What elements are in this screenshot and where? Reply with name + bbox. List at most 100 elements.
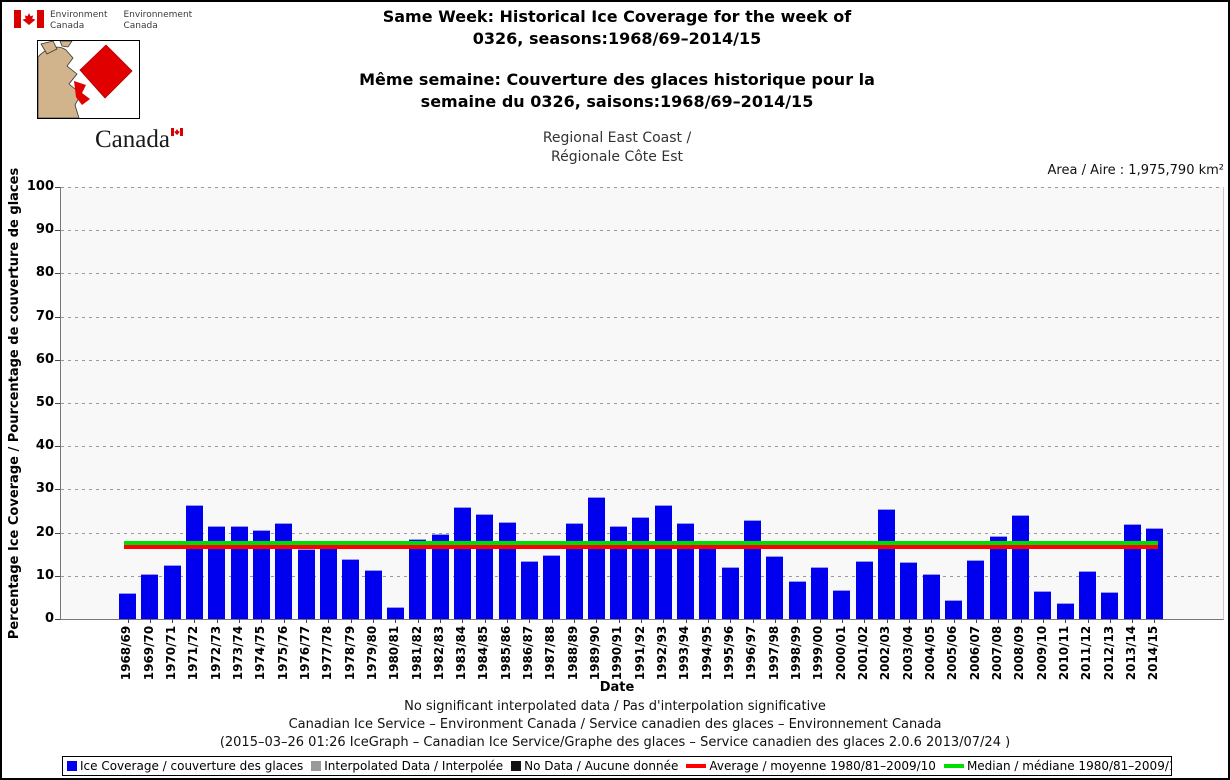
legend-square-swatch <box>311 761 322 771</box>
legend-item-2: No Data / Aucune donnée <box>511 759 678 773</box>
x-tick-mark <box>1132 619 1134 623</box>
x-tick-label-1973-74: 1973/74 <box>231 625 246 681</box>
title-block: Same Week: Historical Ice Coverage for t… <box>302 6 932 167</box>
bar-1998-99 <box>788 581 806 619</box>
x-tick-label-1987-88: 1987/88 <box>543 625 558 681</box>
x-tick-mark <box>149 619 151 623</box>
y-tick-label-80: 80 <box>35 265 54 281</box>
legend-item-1: Interpolated Data / Interpolée <box>311 759 503 773</box>
x-tick-mark <box>395 619 397 623</box>
x-tick-label-1999-00: 1999/00 <box>811 625 826 681</box>
x-tick-mark <box>1065 619 1067 623</box>
x-tick-label-1975-76: 1975/76 <box>275 625 290 681</box>
x-tick-label-1993-94: 1993/94 <box>677 625 692 681</box>
bar-1969-70 <box>141 573 159 619</box>
region-line-en: Regional East Coast / <box>542 130 692 146</box>
legend-label: Median / médiane 1980/81–2009/10 <box>966 759 1172 773</box>
generated-line: (2015–03–26 01:26 IceGraph – Canadian Ic… <box>219 735 1011 750</box>
legend-item-4: Median / médiane 1980/81–2009/10 <box>943 759 1172 773</box>
x-tick-label-1970-71: 1970/71 <box>164 625 179 681</box>
bar-2011-12 <box>1079 571 1097 619</box>
x-tick-label-2001-02: 2001/02 <box>856 625 871 681</box>
legend-line-swatch <box>686 764 707 768</box>
legend-item-3: Average / moyenne 1980/81–2009/10 <box>686 759 936 773</box>
legend-item-0: Ice Coverage / couverture des glaces <box>67 759 303 773</box>
x-tick-label-2007-08: 2007/08 <box>990 625 1005 681</box>
bar-1972-73 <box>208 525 226 619</box>
y-tick-mark <box>55 575 60 577</box>
x-tick-label-1981-82: 1981/82 <box>409 625 424 681</box>
y-tick-label-60: 60 <box>35 351 54 367</box>
bar-1987-88 <box>543 554 561 619</box>
dept-name-fr: Environnement Canada <box>123 10 193 31</box>
bar-1970-71 <box>163 565 181 619</box>
x-tick-label-1997-98: 1997/98 <box>766 625 781 681</box>
bar-1996-97 <box>744 519 762 619</box>
bar-1994-95 <box>699 545 717 619</box>
average-line <box>123 545 1159 550</box>
x-tick-mark <box>1154 619 1156 623</box>
bar-1979-80 <box>364 570 382 619</box>
y-tick-mark <box>55 446 60 448</box>
x-tick-mark <box>730 619 732 623</box>
x-tick-mark <box>774 619 776 623</box>
bar-1973-74 <box>230 525 248 619</box>
x-tick-mark <box>953 619 955 623</box>
bar-1982-83 <box>431 533 449 619</box>
x-tick-mark <box>685 619 687 623</box>
bar-1978-79 <box>342 559 360 619</box>
y-tick-label-100: 100 <box>26 179 54 194</box>
x-tick-label-2003-04: 2003/04 <box>900 625 915 681</box>
bar-1974-75 <box>252 529 270 619</box>
bar-2006-07 <box>967 559 985 619</box>
canada-wordmark-text: Canada <box>95 126 170 153</box>
x-tick-label-2004-05: 2004/05 <box>923 625 938 681</box>
source-line: Canadian Ice Service – Environment Canad… <box>288 717 942 732</box>
y-tick-mark <box>55 273 60 275</box>
x-tick-label-2012-13: 2012/13 <box>1101 625 1116 681</box>
x-tick-label-1976-77: 1976/77 <box>298 625 313 681</box>
canada-flag-icon <box>14 10 44 28</box>
bar-2005-06 <box>945 599 963 619</box>
bar-2013-14 <box>1123 524 1141 619</box>
bar-1991-92 <box>632 516 650 619</box>
x-tick-mark <box>596 619 598 623</box>
x-tick-label-1994-95: 1994/95 <box>699 625 714 681</box>
y-tick-mark <box>55 489 60 491</box>
x-tick-mark <box>886 619 888 623</box>
x-tick-mark <box>1020 619 1022 623</box>
bar-1968-69 <box>119 592 136 619</box>
x-tick-mark <box>373 619 375 623</box>
gridline-40 <box>61 446 1223 448</box>
x-tick-mark <box>618 619 620 623</box>
x-tick-label-2000-01: 2000/01 <box>833 625 848 681</box>
plot-area <box>60 187 1224 623</box>
region-subtitle: Regional East Coast / Régionale Côte Est <box>302 129 932 167</box>
x-tick-mark <box>239 619 241 623</box>
gridline-90 <box>61 230 1223 232</box>
x-tick-label-1982-83: 1982/83 <box>432 625 447 681</box>
x-tick-label-1990-91: 1990/91 <box>610 625 625 681</box>
y-tick-mark <box>55 532 60 534</box>
bar-1975-76 <box>275 523 293 619</box>
y-tick-mark <box>55 187 60 188</box>
x-tick-mark <box>194 619 196 623</box>
median-line <box>123 540 1159 545</box>
x-tick-mark <box>440 619 442 623</box>
wordmark-flag-icon <box>170 128 183 136</box>
x-tick-mark <box>1087 619 1089 623</box>
bar-1992-93 <box>654 504 672 619</box>
gridline-50 <box>61 403 1223 404</box>
y-tick-label-40: 40 <box>35 438 54 454</box>
canada-wordmark: Canada <box>95 126 183 154</box>
x-tick-label-2014-15: 2014/15 <box>1146 625 1161 681</box>
x-tick-mark <box>127 619 129 623</box>
bar-2014-15 <box>1145 527 1163 619</box>
y-tick-mark <box>55 403 60 404</box>
x-tick-mark <box>640 619 642 623</box>
x-tick-label-2010-11: 2010/11 <box>1057 625 1072 681</box>
x-tick-mark <box>975 619 977 623</box>
x-tick-mark <box>864 619 866 623</box>
x-tick-label-1992-93: 1992/93 <box>655 625 670 681</box>
bar-2012-13 <box>1101 592 1119 619</box>
